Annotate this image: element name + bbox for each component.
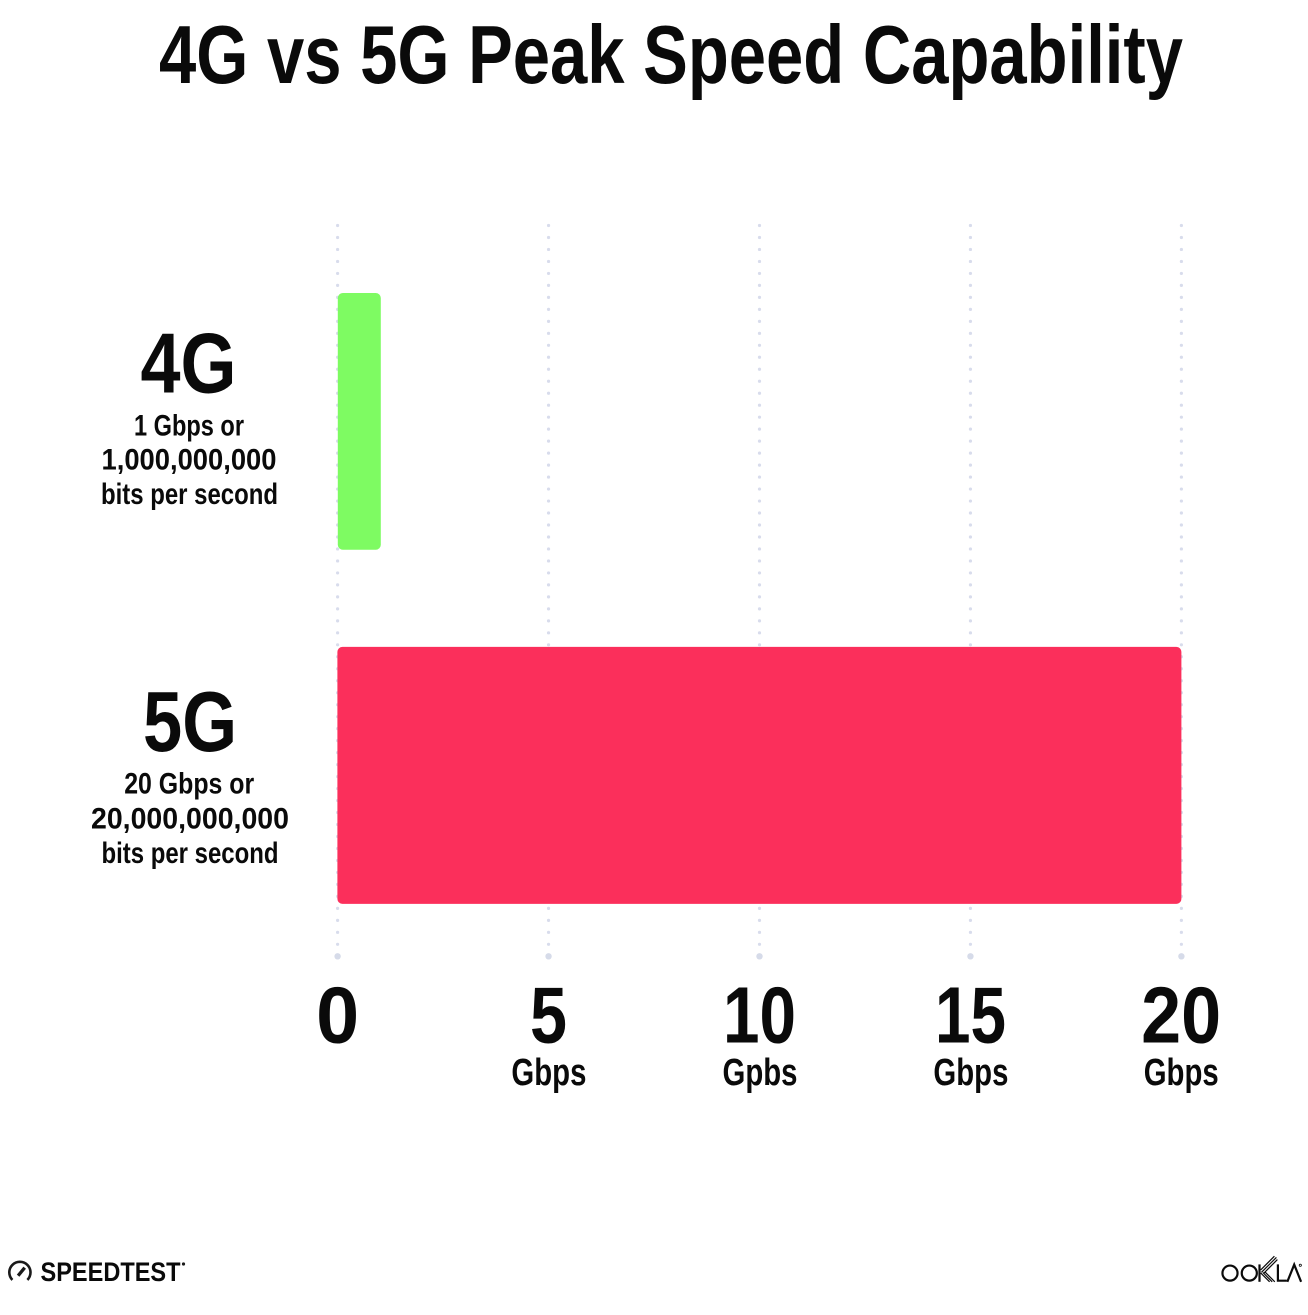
svg-text:4G: 4G — [141, 316, 237, 411]
svg-text:Gpbs: Gpbs — [723, 1052, 798, 1094]
svg-text:5: 5 — [530, 971, 567, 1060]
svg-text:20,000,000,000: 20,000,000,000 — [91, 803, 289, 836]
svg-text:4G vs 5G Peak Speed Capability: 4G vs 5G Peak Speed Capability — [159, 8, 1183, 101]
svg-text:SPEEDTEST: SPEEDTEST — [41, 1257, 181, 1287]
svg-text:5G: 5G — [143, 675, 237, 770]
svg-text:10: 10 — [723, 971, 796, 1060]
svg-text:0: 0 — [316, 971, 359, 1060]
svg-text:20 Gbps or: 20 Gbps or — [124, 768, 254, 801]
svg-text:1,000,000,000: 1,000,000,000 — [102, 444, 277, 477]
svg-text:Gbps: Gbps — [511, 1052, 586, 1094]
svg-text:1 Gbps or: 1 Gbps or — [134, 410, 244, 443]
svg-text:Gbps: Gbps — [933, 1052, 1008, 1094]
svg-text:20: 20 — [1141, 971, 1221, 1060]
svg-text:bits per second: bits per second — [102, 837, 279, 870]
svg-text:15: 15 — [935, 971, 1006, 1060]
svg-text:bits per second: bits per second — [101, 478, 278, 511]
svg-text:Gbps: Gbps — [1144, 1052, 1219, 1094]
